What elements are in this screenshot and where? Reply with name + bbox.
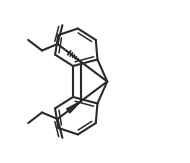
Polygon shape (66, 101, 81, 113)
